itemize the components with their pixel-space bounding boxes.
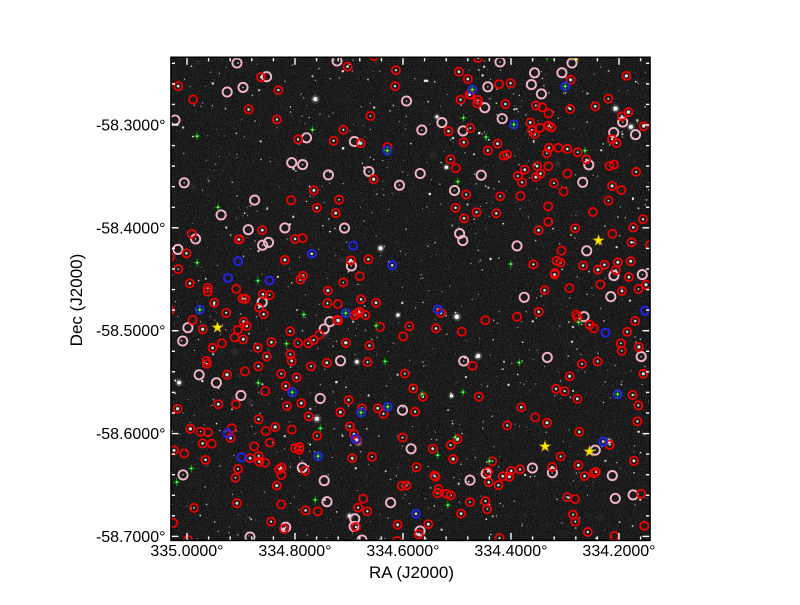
- svg-text:334.4000°: 334.4000°: [474, 543, 547, 560]
- svg-text:-58.3000°: -58.3000°: [96, 118, 166, 135]
- svg-text:334.2000°: 334.2000°: [582, 543, 655, 560]
- svg-text:334.8000°: 334.8000°: [258, 543, 331, 560]
- svg-text:-58.4000°: -58.4000°: [96, 220, 166, 237]
- svg-text:-58.5000°: -58.5000°: [96, 323, 166, 340]
- svg-text:RA (J2000): RA (J2000): [369, 563, 454, 582]
- svg-text:335.0000°: 335.0000°: [150, 543, 223, 560]
- svg-text:334.6000°: 334.6000°: [366, 543, 439, 560]
- svg-text:Dec (J2000): Dec (J2000): [67, 254, 86, 347]
- svg-text:-58.7000°: -58.7000°: [96, 529, 166, 546]
- svg-text:-58.6000°: -58.6000°: [96, 426, 166, 443]
